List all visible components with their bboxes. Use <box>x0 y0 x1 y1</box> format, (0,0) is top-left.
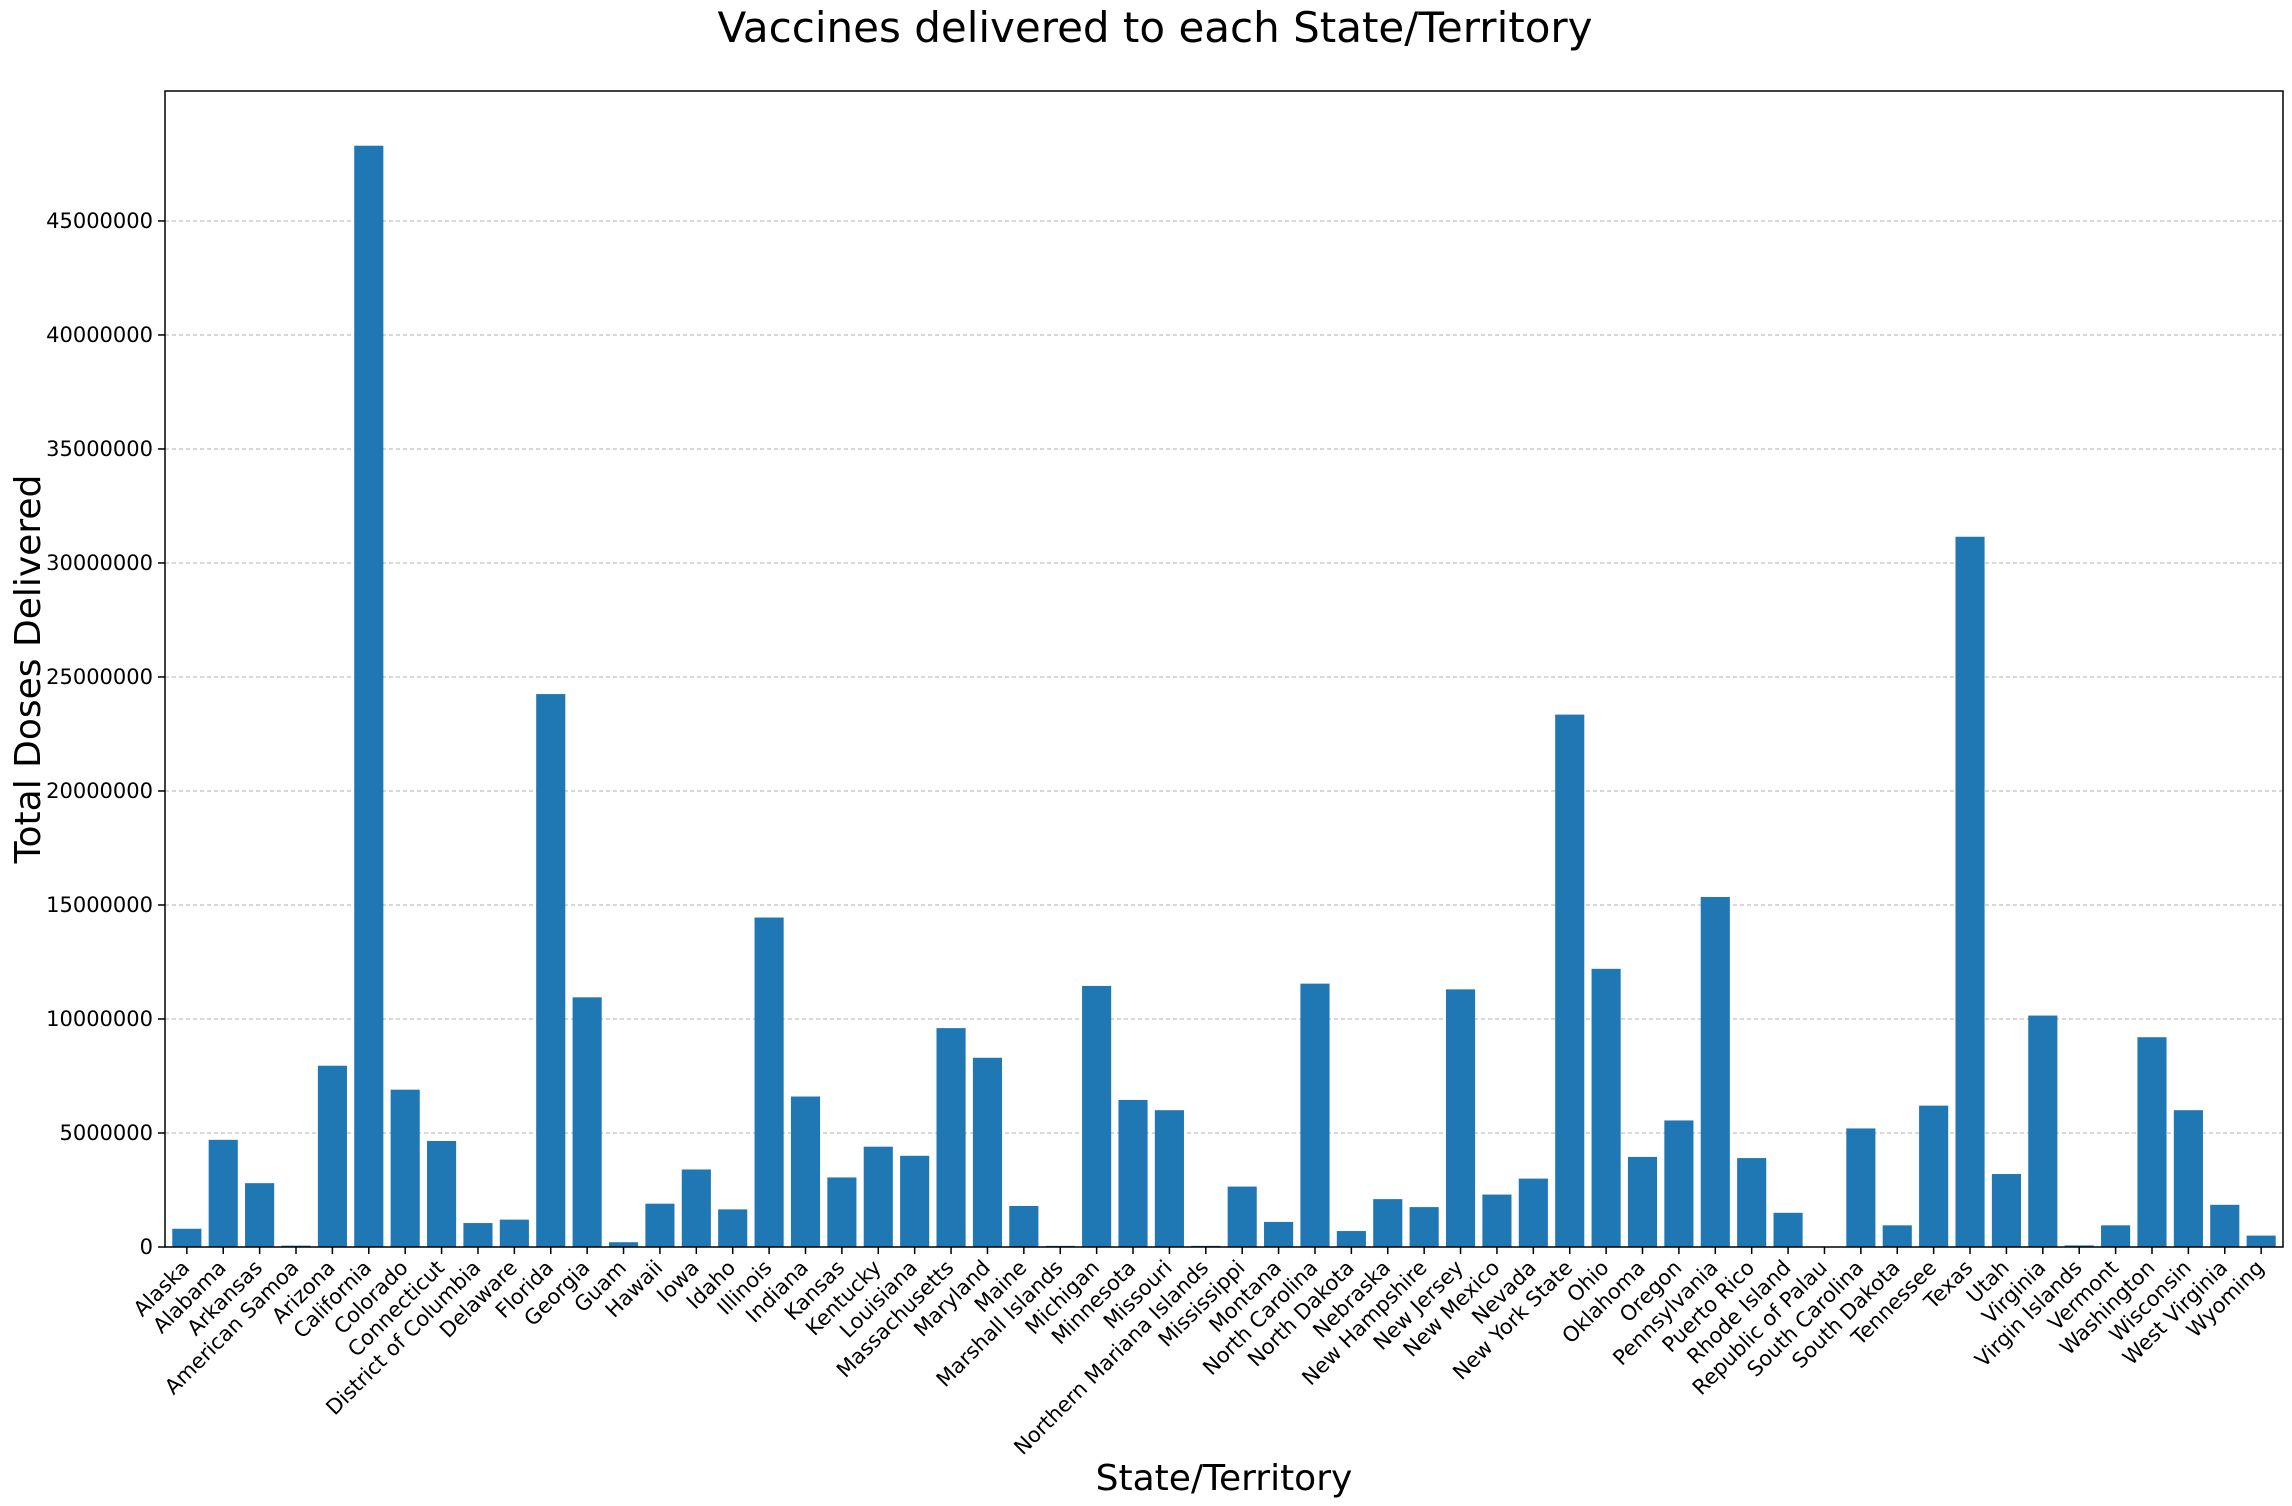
bar <box>1919 1105 1949 1247</box>
bar <box>1118 1099 1148 1247</box>
bar <box>1336 1231 1366 1247</box>
gridlines <box>165 220 2283 1134</box>
bar <box>245 1183 275 1247</box>
bar <box>972 1057 1003 1247</box>
bar <box>499 1219 529 1247</box>
bar <box>1846 1128 1876 1247</box>
bar <box>718 1209 748 1247</box>
bar <box>572 997 602 1247</box>
y-tick-label: 25000000 <box>46 665 153 689</box>
y-tick-label: 10000000 <box>46 1007 153 1031</box>
bars <box>172 145 2276 1247</box>
bar <box>2137 1037 2167 1247</box>
bar <box>900 1155 930 1247</box>
bar <box>1227 1186 1257 1247</box>
y-tick-label: 35000000 <box>46 437 153 461</box>
bar <box>1591 968 1621 1247</box>
bar <box>1409 1207 1439 1247</box>
bar <box>2246 1235 2276 1247</box>
bar <box>1627 1156 1658 1247</box>
bar <box>1300 983 1330 1247</box>
chart-title: Vaccines delivered to each State/Territo… <box>717 3 1592 52</box>
bar <box>1555 714 1585 1247</box>
y-tick-label: 30000000 <box>46 551 153 575</box>
bar <box>2064 1245 2094 1247</box>
bar <box>754 917 784 1247</box>
bar <box>1991 1174 2021 1247</box>
y-axis-label: Total Doses Delivered <box>8 475 49 865</box>
bar <box>317 1065 347 1247</box>
bar <box>1373 1199 1403 1247</box>
y-tick-label: 45000000 <box>46 209 153 233</box>
y-tick-label: 5000000 <box>59 1121 153 1145</box>
bar <box>354 145 384 1247</box>
bar <box>1009 1205 1039 1247</box>
bar <box>827 1177 857 1247</box>
bar <box>1482 1194 1512 1247</box>
y-axis-ticks: 0 5000000 10000000 15000000 20000000 25000000… <box>46 209 165 1259</box>
y-tick-label: 40000000 <box>46 323 153 347</box>
bar <box>427 1140 457 1247</box>
bar <box>2028 1015 2058 1247</box>
bar <box>208 1139 238 1247</box>
plot-area-frame <box>164 90 2284 1248</box>
bar <box>1445 989 1476 1247</box>
bar <box>2210 1204 2240 1247</box>
bar <box>536 694 566 1247</box>
x-axis-label: State/Territory <box>1096 1458 1353 1499</box>
bar <box>1082 985 1112 1247</box>
bar <box>2101 1225 2131 1247</box>
bar <box>2173 1110 2203 1247</box>
bar <box>1773 1212 1803 1247</box>
bar <box>863 1146 893 1247</box>
bar <box>1737 1158 1767 1247</box>
bar <box>936 1028 966 1247</box>
bar <box>1518 1178 1548 1247</box>
bar <box>608 1242 639 1247</box>
bar <box>463 1223 493 1247</box>
bar <box>645 1203 675 1247</box>
bar <box>1154 1110 1184 1247</box>
bar <box>1664 1120 1694 1247</box>
bar <box>1882 1225 1912 1247</box>
y-tick-label: 0 <box>140 1235 153 1259</box>
bar <box>681 1169 711 1247</box>
bar <box>790 1096 821 1247</box>
y-tick-label: 20000000 <box>46 779 153 803</box>
bar <box>1264 1221 1294 1247</box>
y-tick-label: 15000000 <box>46 893 153 917</box>
bar <box>390 1089 420 1247</box>
bar <box>1700 897 1730 1247</box>
bar <box>172 1228 202 1247</box>
bar <box>1955 536 1985 1247</box>
